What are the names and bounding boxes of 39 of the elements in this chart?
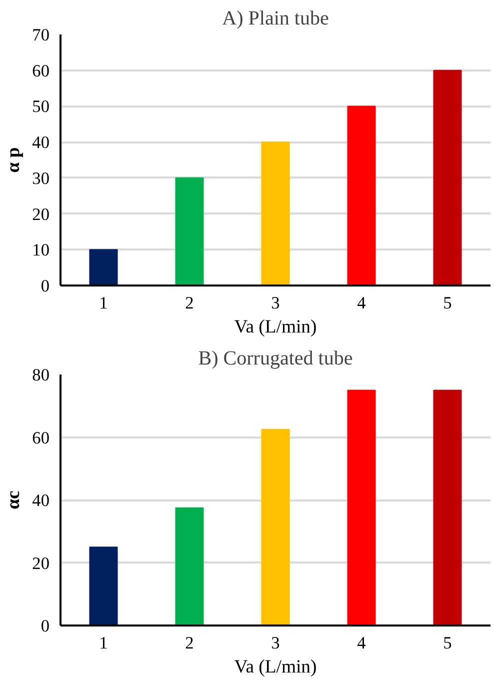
bar (347, 106, 376, 286)
y-tick-label: 0 (40, 616, 50, 636)
x-axis-title: Va (L/min) (234, 316, 317, 338)
x-tick-label: 2 (185, 634, 194, 652)
x-tick-label: 2 (185, 294, 194, 312)
bar (89, 249, 118, 286)
bar (433, 70, 462, 286)
y-tick-label: 30 (32, 168, 50, 188)
bar (175, 507, 204, 626)
x-tick-label: 5 (443, 294, 452, 312)
chart-title: A) Plain tube (222, 8, 329, 30)
x-tick-label: 3 (271, 294, 280, 312)
x-tick-label: 3 (271, 634, 280, 652)
bar (89, 546, 118, 626)
x-tick-label: 4 (357, 294, 366, 312)
y-tick-label: 60 (32, 428, 50, 448)
x-tick-label: 4 (357, 634, 366, 652)
bar (175, 177, 204, 286)
y-tick-label: 20 (32, 204, 50, 224)
y-tick-label: 50 (32, 97, 50, 116)
x-axis-title: Va (L/min) (234, 656, 317, 678)
y-axis-title: α p (3, 147, 24, 173)
y-tick-label: 10 (32, 240, 50, 260)
y-axis-title: αc (3, 490, 24, 510)
bar (347, 390, 376, 626)
y-tick-label: 60 (32, 61, 50, 80)
x-tick-label: 5 (443, 634, 452, 652)
y-tick-label: 0 (40, 276, 50, 296)
y-tick-label: 70 (32, 26, 50, 44)
y-tick-label: 40 (32, 491, 50, 510)
x-tick-label: 1 (99, 294, 108, 312)
y-tick-label: 80 (32, 366, 50, 384)
y-tick-label: 20 (32, 554, 50, 573)
bar (433, 390, 462, 626)
x-tick-label: 1 (99, 634, 108, 652)
chart-title: B) Corrugated tube (198, 348, 353, 370)
bar (261, 142, 290, 286)
y-tick-label: 40 (32, 133, 50, 152)
bar (261, 428, 290, 626)
